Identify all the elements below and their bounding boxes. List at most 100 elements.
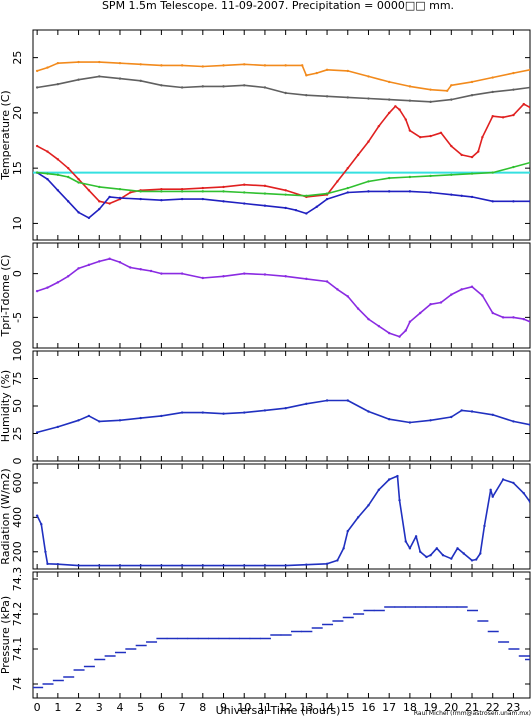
temperature-point <box>201 65 205 68</box>
temperature-point <box>346 69 349 73</box>
temperature-point <box>98 75 101 78</box>
temperature-plot-area <box>33 60 530 220</box>
temperature-point <box>325 68 329 71</box>
tpri-tdome-point <box>160 272 163 275</box>
x-tick-label: 23 <box>506 701 520 714</box>
radiation-point <box>435 547 439 550</box>
x-tick-label: 7 <box>179 701 186 714</box>
radiation-point <box>501 478 505 481</box>
temperature-point <box>315 71 318 75</box>
tpri-tdome-point <box>367 317 370 321</box>
humidity-point <box>450 415 453 419</box>
temperature-point <box>460 194 463 197</box>
temperature-point <box>387 98 391 101</box>
humidity-point <box>77 419 80 422</box>
temperature-point <box>77 181 80 184</box>
temperature-point <box>315 205 318 209</box>
temperature-point <box>367 180 370 183</box>
temperature-point <box>429 174 432 178</box>
temperature-point <box>35 69 39 73</box>
tpri-tdome-point <box>118 261 122 264</box>
temperature-ytick-label: 25 <box>11 51 24 65</box>
temperature-point <box>284 189 287 192</box>
temperature-series-2 <box>36 75 530 103</box>
temperature-point <box>139 79 142 83</box>
radiation-point <box>139 564 142 567</box>
temperature-point <box>263 192 267 195</box>
temperature-point <box>118 196 122 200</box>
humidity-ytick-label: 50 <box>11 399 24 413</box>
pressure-ytick-label: 74 <box>11 677 24 691</box>
temperature-point <box>46 172 49 175</box>
humidity-point <box>491 413 494 416</box>
radiation-point <box>346 529 349 533</box>
radiation-point <box>414 535 418 538</box>
x-tick-label: 2 <box>75 701 82 714</box>
radiation-point <box>263 564 267 567</box>
temperature-point <box>294 208 298 212</box>
humidity-point <box>528 423 530 426</box>
pressure-ytick-label: 74.3 <box>11 567 24 592</box>
temperature-point <box>481 136 484 139</box>
temperature-point <box>445 89 449 92</box>
temperature-series-5 <box>37 161 530 197</box>
temperature-point <box>118 187 122 191</box>
radiation-point <box>408 547 412 550</box>
radiation-point <box>305 563 308 566</box>
radiation-point <box>522 492 525 495</box>
temperature-point <box>160 187 163 191</box>
humidity-point <box>387 418 391 421</box>
tpri-tdome-point <box>222 275 225 278</box>
radiation-point <box>479 552 482 555</box>
humidity-ytick-label: 25 <box>11 427 24 441</box>
tpri-tdome-point <box>243 272 246 275</box>
tpri-tdome-point <box>56 281 60 284</box>
temperature-point <box>222 85 225 88</box>
x-tick-label: 11 <box>258 701 272 714</box>
temperature-point <box>404 118 407 121</box>
radiation-point <box>512 481 515 485</box>
x-tick-label: 17 <box>382 701 396 714</box>
temperature-point <box>450 98 453 101</box>
temperature-point <box>180 190 184 193</box>
pressure-ytick-label: 74.1 <box>11 637 24 662</box>
radiation-point <box>356 516 360 519</box>
radiation-point <box>398 498 401 502</box>
temperature-point <box>450 173 453 176</box>
pressure-ylabel: Pressure (kPa) <box>0 596 12 674</box>
temperature-point <box>528 86 530 89</box>
temperature-point <box>394 105 397 108</box>
humidity-point <box>201 411 205 414</box>
temperature-point <box>491 200 494 203</box>
x-axis-label: Universal Time (hours) <box>216 704 341 717</box>
temperature-point <box>429 88 432 91</box>
radiation-point <box>377 488 381 492</box>
temperature-point <box>243 202 246 205</box>
humidity-plot-area <box>35 399 530 434</box>
temperature-point <box>108 202 111 205</box>
tpri-tdome-point <box>77 267 80 270</box>
temperature-point <box>408 99 412 102</box>
temperature-point <box>243 63 246 66</box>
temperature-point <box>460 153 463 157</box>
temperature-point <box>346 166 349 170</box>
temperature-point <box>528 200 530 203</box>
temperature-point <box>346 96 349 99</box>
temperature-point <box>243 191 246 194</box>
x-tick-label: 8 <box>199 701 206 714</box>
temperature-point <box>56 82 60 86</box>
temperature-point <box>263 204 267 207</box>
temperature-point <box>243 183 246 186</box>
radiation-point <box>243 564 246 567</box>
tpri-tdome-point <box>460 288 463 291</box>
radiation-point <box>201 564 205 567</box>
temperature-point <box>284 64 287 67</box>
humidity-point <box>118 419 122 422</box>
humidity-point <box>305 402 308 405</box>
temperature-point <box>346 191 349 194</box>
temperature-point <box>46 66 49 69</box>
